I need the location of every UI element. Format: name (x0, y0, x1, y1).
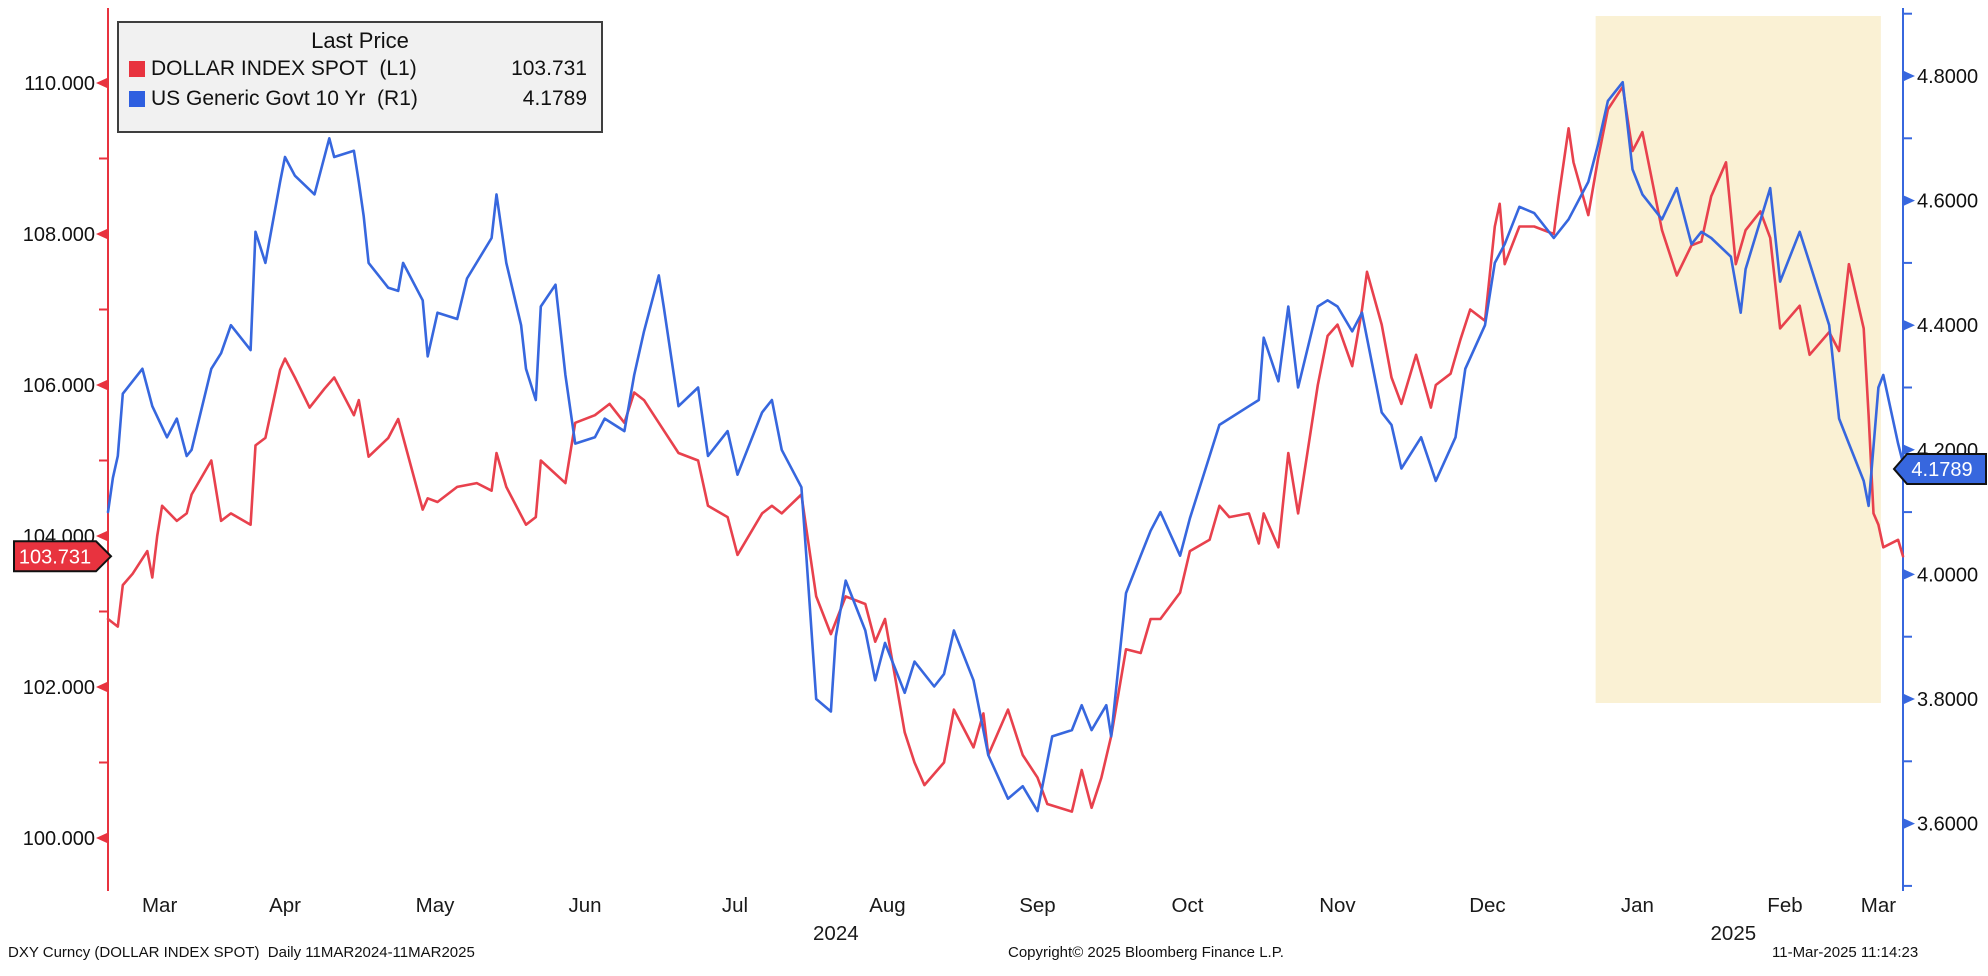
dxy-last-price-badge (13, 540, 113, 573)
x-axis-month-label: Jul (722, 894, 748, 917)
legend-item-dxy: DOLLAR INDEX SPOT (L1) 103.731 (119, 54, 601, 84)
x-axis-month-label: Aug (869, 894, 905, 917)
right-axis-tick (1904, 71, 1915, 81)
right-axis-label: 4.4000 (1917, 315, 1978, 337)
x-axis-month-label: May (416, 894, 455, 917)
left-axis-label: 108.000 (23, 224, 95, 246)
right-axis-tick (1904, 444, 1915, 455)
x-axis-month-label: Feb (1767, 894, 1802, 917)
legend-value: 103.731 (511, 57, 587, 80)
security-description: DXY Curncy (DOLLAR INDEX SPOT) Daily 11M… (8, 944, 475, 961)
legend-value: 4.1789 (522, 87, 587, 110)
x-axis-month-label: Jan (1621, 894, 1654, 917)
left-axis-tick (96, 380, 107, 390)
right-axis-label: 3.8000 (1917, 689, 1978, 711)
x-axis-month-label: Mar (142, 894, 177, 917)
legend-label: US Generic Govt 10 Yr (R1) (151, 87, 418, 110)
right-axis-tick (1904, 818, 1915, 829)
us10yr-last-price-value: 4.1789 (1911, 459, 1972, 481)
x-axis-year-label: 2024 (813, 922, 859, 945)
x-axis-month-label: Apr (269, 894, 301, 917)
chart-legend[interactable]: Last Price DOLLAR INDEX SPOT (L1) 103.73… (117, 21, 603, 133)
left-axis-label: 102.000 (23, 677, 95, 699)
left-axis-tick (96, 833, 107, 843)
right-axis-label: 4.0000 (1917, 564, 1978, 586)
x-axis-month-label: Jun (568, 894, 601, 917)
legend-item-us10yr: US Generic Govt 10 Yr (R1) 4.1789 (119, 84, 601, 114)
right-axis-tick (1904, 569, 1915, 580)
us10yr-last-price-badge (1892, 452, 1987, 485)
left-axis-tick (96, 682, 107, 692)
highlight-region (1595, 16, 1881, 703)
copyright-notice: Copyright© 2025 Bloomberg Finance L.P. (1008, 944, 1284, 961)
right-axis-label: 3.6000 (1917, 814, 1978, 836)
x-axis-month-label: Dec (1469, 894, 1505, 917)
right-axis-tick (1904, 320, 1915, 331)
left-axis-label: 100.000 (23, 828, 95, 850)
x-axis-year-label: 2025 (1711, 922, 1757, 945)
us10yr-yield-line (106, 80, 1905, 813)
right-axis-tick (1904, 195, 1915, 206)
chart-timestamp: 11-Mar-2025 11:14:23 (1772, 944, 1919, 961)
legend-title: Last Price (311, 28, 409, 53)
left-axis-tick (96, 78, 107, 88)
right-axis-label: 4.6000 (1917, 191, 1978, 213)
right-axis-tick (1904, 694, 1915, 704)
left-axis-tick (96, 531, 107, 541)
x-axis-month-label: Mar (1861, 894, 1896, 917)
right-axis-label: 4.8000 (1917, 66, 1978, 88)
x-axis-month-label: Nov (1319, 894, 1356, 917)
left-axis-label: 110.000 (24, 73, 95, 95)
left-axis-tick (96, 229, 107, 239)
dxy-last-price-value: 103.731 (19, 546, 91, 568)
us10yr-series-swatch-icon (129, 91, 145, 107)
dxy-series-swatch-icon (129, 61, 145, 77)
x-axis-month-label: Oct (1172, 894, 1204, 917)
x-axis-month-label: Sep (1019, 894, 1055, 917)
legend-label: DOLLAR INDEX SPOT (L1) (151, 57, 417, 80)
left-axis-label: 106.000 (23, 375, 95, 397)
